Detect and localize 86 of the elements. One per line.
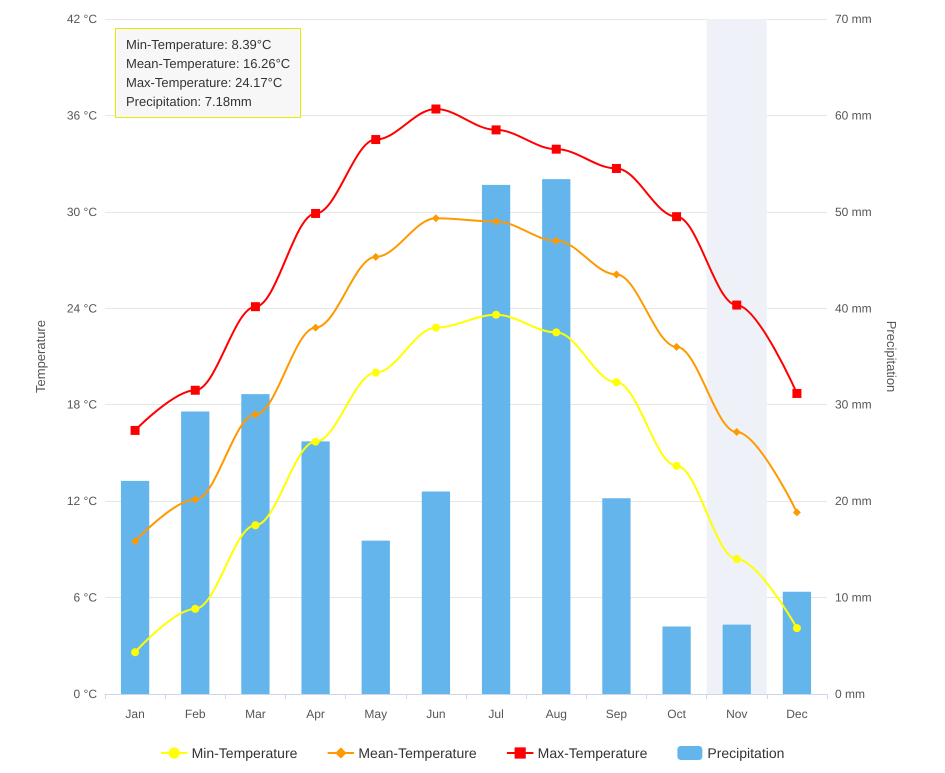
point [432,214,440,222]
bar [662,626,691,694]
legend-label: Min-Temperature [192,745,298,761]
y-tick-label: 6 °C [74,590,98,605]
x-tick-label: Oct [667,707,687,721]
x-tick-label: Apr [306,707,325,721]
point [191,496,200,504]
y2-tick-label: 10 mm [835,590,872,605]
point [732,555,741,563]
annotation: Min-Temperature: 8.39°C [126,36,272,54]
y2-tick-label: 0 mm [835,687,866,701]
x-tick-label: Jul [488,707,504,721]
y-tick-label: 0 °C [74,687,98,701]
bar [301,441,330,694]
bar [362,540,390,694]
point [612,164,621,173]
y-axis-title: Temperature [33,320,48,393]
y2-tick-label: 70 mm [835,12,872,26]
bar [482,184,510,694]
point [250,302,260,312]
bar [120,480,150,694]
point [311,208,320,218]
y2-tick-label: 30 mm [835,398,872,412]
point [612,378,620,386]
point [792,388,802,398]
point [672,212,682,222]
point [190,386,200,395]
point [732,428,741,436]
point [431,104,440,114]
point [492,218,500,226]
point [371,135,380,144]
bar [241,394,270,694]
annotation: Precipitation: 7.18mm [126,93,253,111]
point [251,410,260,418]
bar [422,492,450,694]
x-tick-label: May [364,707,388,721]
annotation: Max-Temperature: 24.17°C [126,74,284,92]
bar [722,624,751,694]
y2-tick-label: 60 mm [835,108,872,122]
x-tick-label: Jun [426,707,446,721]
point [191,604,200,613]
point [792,508,801,516]
x-tick-label: Nov [726,707,748,721]
y-tick-label: 30 °C [66,204,98,219]
point [432,324,440,332]
x-tick-label: Sep [606,707,628,721]
y-tick-label: 18 °C [66,398,98,412]
y2-tick-label: 40 mm [835,301,872,316]
x-tick-label: Jan [125,707,145,721]
bar [542,179,570,694]
legend-label: Mean-Temperature [358,745,477,761]
point [372,368,380,377]
point [372,252,380,261]
point [312,438,320,446]
bar [181,411,210,694]
point [612,270,620,279]
point [131,648,140,656]
x-tick-label: Feb [184,707,206,721]
point [552,328,560,336]
x-tick-label: Aug [546,707,567,721]
y2-tick-label: 20 mm [835,494,872,508]
point [672,462,681,470]
y-tick-label: 36 °C [66,108,98,122]
x-tick-label: Dec [786,707,808,721]
y-tick-label: 42 °C [66,12,98,26]
x-tick-label: Mar [245,707,266,721]
legend-label: Max-Temperature [538,745,648,761]
legend-label: Precipitation [707,745,784,761]
bar [602,498,631,694]
point [792,624,801,632]
point [130,426,140,435]
y2-tick-label: 50 mm [835,204,872,219]
point [732,300,742,310]
y-tick-label: 24 °C [66,301,98,316]
point [552,236,560,245]
point [672,342,681,351]
bar [782,592,812,694]
point [492,125,501,134]
point [131,537,140,546]
point [492,310,500,319]
annotation: Mean-Temperature: 16.26°C [126,55,290,73]
point [312,324,320,332]
point [552,144,561,154]
y2-axis-title: Precipitation [884,320,899,392]
y-tick-label: 12 °C [66,494,98,508]
point [251,521,260,530]
